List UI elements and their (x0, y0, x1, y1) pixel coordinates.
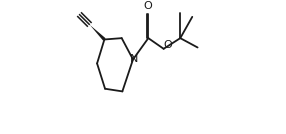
Text: O: O (163, 40, 172, 51)
Polygon shape (90, 25, 106, 41)
Text: O: O (143, 1, 152, 11)
Text: N: N (130, 54, 138, 64)
